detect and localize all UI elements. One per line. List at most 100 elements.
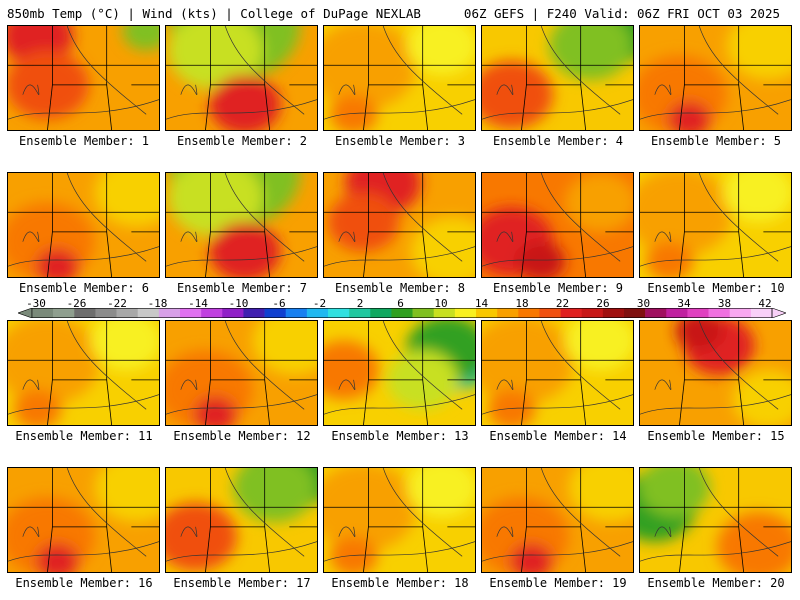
ensemble-member-label: Ensemble Member: 3	[334, 134, 466, 148]
temperature-field	[166, 321, 317, 425]
colorbar-swatch	[137, 308, 160, 318]
ensemble-member-label: Ensemble Member: 10	[647, 281, 785, 295]
ensemble-member-map	[7, 467, 160, 573]
ensemble-member-label: Ensemble Member: 19	[489, 576, 627, 590]
colorbar-swatch	[116, 308, 139, 318]
colorbar-tick-label: 34	[677, 297, 691, 310]
ensemble-member-map	[165, 25, 318, 131]
colorbar-swatch	[645, 308, 667, 318]
colorbar-tick-label: 38	[717, 297, 732, 310]
ensemble-member-label: Ensemble Member: 20	[647, 576, 785, 590]
ensemble-member-label: Ensemble Member: 17	[173, 576, 311, 590]
colorbar-swatch	[391, 308, 413, 318]
colorbar-tick-label: 26	[596, 297, 610, 310]
colorbar-swatch	[729, 308, 752, 318]
ensemble-member-label: Ensemble Member: 2	[176, 134, 308, 148]
colorbar-swatch	[201, 308, 223, 318]
temperature-field	[640, 26, 791, 130]
colorbar-swatch	[74, 308, 96, 318]
colorbar-tick-label: 18	[515, 297, 529, 310]
temperature-field	[324, 173, 475, 277]
ensemble-member-label: Ensemble Member: 13	[331, 429, 469, 443]
temperature-field	[324, 468, 475, 572]
colorbar-swatch	[518, 308, 540, 318]
temperature-field	[482, 468, 633, 572]
ensemble-member-map	[165, 467, 318, 573]
temperature-field	[324, 26, 475, 130]
colorbar-swatch	[560, 308, 583, 318]
ensemble-member-label: Ensemble Member: 12	[173, 429, 311, 443]
model-valid-time: 06Z GEFS | F240 Valid: 06Z FRI OCT 03 20…	[463, 6, 780, 21]
colorbar-swatch	[264, 308, 287, 318]
colorbar-tick-label: -30	[26, 297, 46, 310]
ensemble-member-label: Ensemble Member: 11	[15, 429, 153, 443]
temperature-field	[640, 173, 791, 277]
colorbar-swatch	[708, 308, 731, 318]
temperature-field	[482, 173, 633, 277]
ensemble-member-map	[323, 25, 476, 131]
ensemble-member-map	[481, 467, 634, 573]
temperature-field	[166, 468, 317, 572]
ensemble-member-map	[323, 172, 476, 278]
colorbar-swatch	[581, 308, 604, 318]
colorbar-swatch	[476, 308, 498, 318]
ensemble-member-map	[165, 320, 318, 426]
temperature-field	[640, 468, 791, 572]
colorbar-tick-label: -22	[107, 297, 127, 310]
colorbar-swatch	[497, 308, 519, 318]
ensemble-member-label: Ensemble Member: 9	[492, 281, 624, 295]
colorbar-swatch	[750, 308, 773, 318]
temperature-field	[482, 321, 633, 425]
colorbar-swatch	[539, 308, 561, 318]
colorbar-tick-label: 42	[758, 297, 772, 310]
colorbar-tick-label: -10	[228, 297, 249, 310]
ensemble-member-label: Ensemble Member: 14	[489, 429, 627, 443]
colorbar-swatch	[433, 308, 456, 318]
temperature-field	[8, 468, 159, 572]
colorbar-tick-label: -26	[66, 297, 87, 310]
temperature-field	[482, 26, 633, 130]
ensemble-member-label: Ensemble Member: 15	[647, 429, 785, 443]
ensemble-member-label: Ensemble Member: 1	[18, 134, 150, 148]
colorbar-swatch	[412, 308, 435, 318]
colorbar-swatch	[666, 308, 688, 318]
temperature-field	[8, 173, 159, 277]
ensemble-member-map	[639, 467, 792, 573]
temperature-field	[8, 26, 159, 130]
colorbar-swatch	[95, 308, 117, 318]
map-title: 850mb Temp (°C) | Wind (kts) | College o…	[7, 6, 421, 21]
colorbar-swatch	[624, 308, 646, 318]
colorbar-swatch	[328, 308, 350, 318]
colorbar-tick-label: -18	[147, 297, 168, 310]
colorbar-tick-label: 22	[555, 297, 570, 310]
ensemble-member-map	[639, 25, 792, 131]
ensemble-member-map	[639, 172, 792, 278]
ensemble-member-label: Ensemble Member: 4	[492, 134, 624, 148]
colorbar-swatch	[180, 308, 202, 318]
colorbar-swatch	[53, 308, 75, 318]
ensemble-member-map	[481, 172, 634, 278]
colorbar-swatch	[306, 308, 329, 318]
temperature-field	[166, 26, 317, 130]
temperature-field	[8, 321, 159, 425]
colorbar-max-arrow	[771, 308, 786, 318]
ensemble-member-map	[323, 467, 476, 573]
colorbar-tick-label: 30	[636, 297, 651, 310]
colorbar-tick-label: 2	[356, 297, 364, 310]
colorbar-swatch	[349, 308, 371, 318]
ensemble-member-map	[481, 320, 634, 426]
colorbar-swatch	[602, 308, 625, 318]
ensemble-member-map	[7, 320, 160, 426]
colorbar-swatch	[370, 308, 392, 318]
ensemble-member-map	[323, 320, 476, 426]
colorbar-tick-label: 14	[474, 297, 489, 310]
colorbar-tick-label: -2	[312, 297, 327, 310]
colorbar-swatch	[222, 308, 244, 318]
colorbar-swatch	[158, 308, 181, 318]
ensemble-member-map	[639, 320, 792, 426]
temperature-colorbar	[18, 308, 786, 318]
ensemble-member-label: Ensemble Member: 18	[331, 576, 469, 590]
temperature-field	[166, 173, 317, 277]
colorbar-swatch	[687, 308, 709, 318]
ensemble-member-map	[481, 25, 634, 131]
